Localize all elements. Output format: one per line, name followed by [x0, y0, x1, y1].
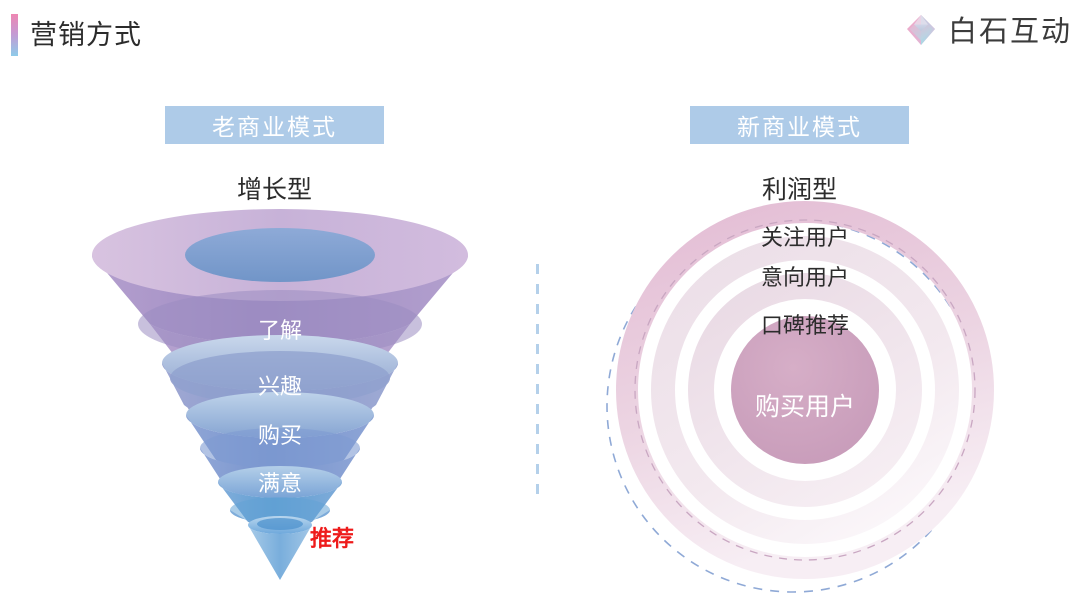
ring-center-disc — [731, 316, 879, 464]
ring-label-0: 关注用户 — [760, 225, 849, 250]
ring-band-1 — [651, 236, 959, 544]
page-header: 营销方式 — [0, 0, 1080, 72]
badge-old-business-model: 老商业模式 — [165, 106, 384, 144]
funnel-diagram: 了解 兴趣 购买 满意 — [80, 200, 480, 580]
funnel-stage-label-0: 了解 — [257, 318, 302, 343]
ring-label-2: 口碑推荐 — [760, 313, 849, 338]
title-accent-bar — [11, 14, 18, 56]
ring-band-2 — [688, 273, 922, 507]
funnel-top-inner-ellipse — [185, 228, 375, 282]
badge-new-business-model: 新商业模式 — [690, 106, 909, 144]
subtitle-profit-type: 利润型 — [761, 176, 837, 204]
brand-logo: 白石互动 — [903, 12, 1072, 52]
funnel-callout-label: 推荐 — [310, 526, 355, 551]
gem-diamond-icon — [903, 12, 939, 53]
ring-center-label: 购买用户 — [754, 393, 855, 421]
subtitle-growth-type: 增长型 — [236, 176, 312, 204]
concentric-rings-diagram: 关注用户 意向用户 口碑推荐 购买用户 — [595, 190, 1015, 608]
page-title: 营销方式 — [30, 20, 142, 50]
funnel-stage-label-3: 满意 — [257, 471, 302, 496]
inner-dashed-circle — [634, 219, 976, 561]
funnel-stage-label-1: 兴趣 — [257, 374, 302, 399]
funnel-stage-label-2: 购买 — [257, 423, 302, 448]
vertical-dashed-divider — [536, 264, 539, 496]
ring-label-1: 意向用户 — [760, 265, 849, 290]
brand-wordmark: 白石互动 — [947, 16, 1072, 48]
ring-band-0 — [616, 201, 994, 579]
